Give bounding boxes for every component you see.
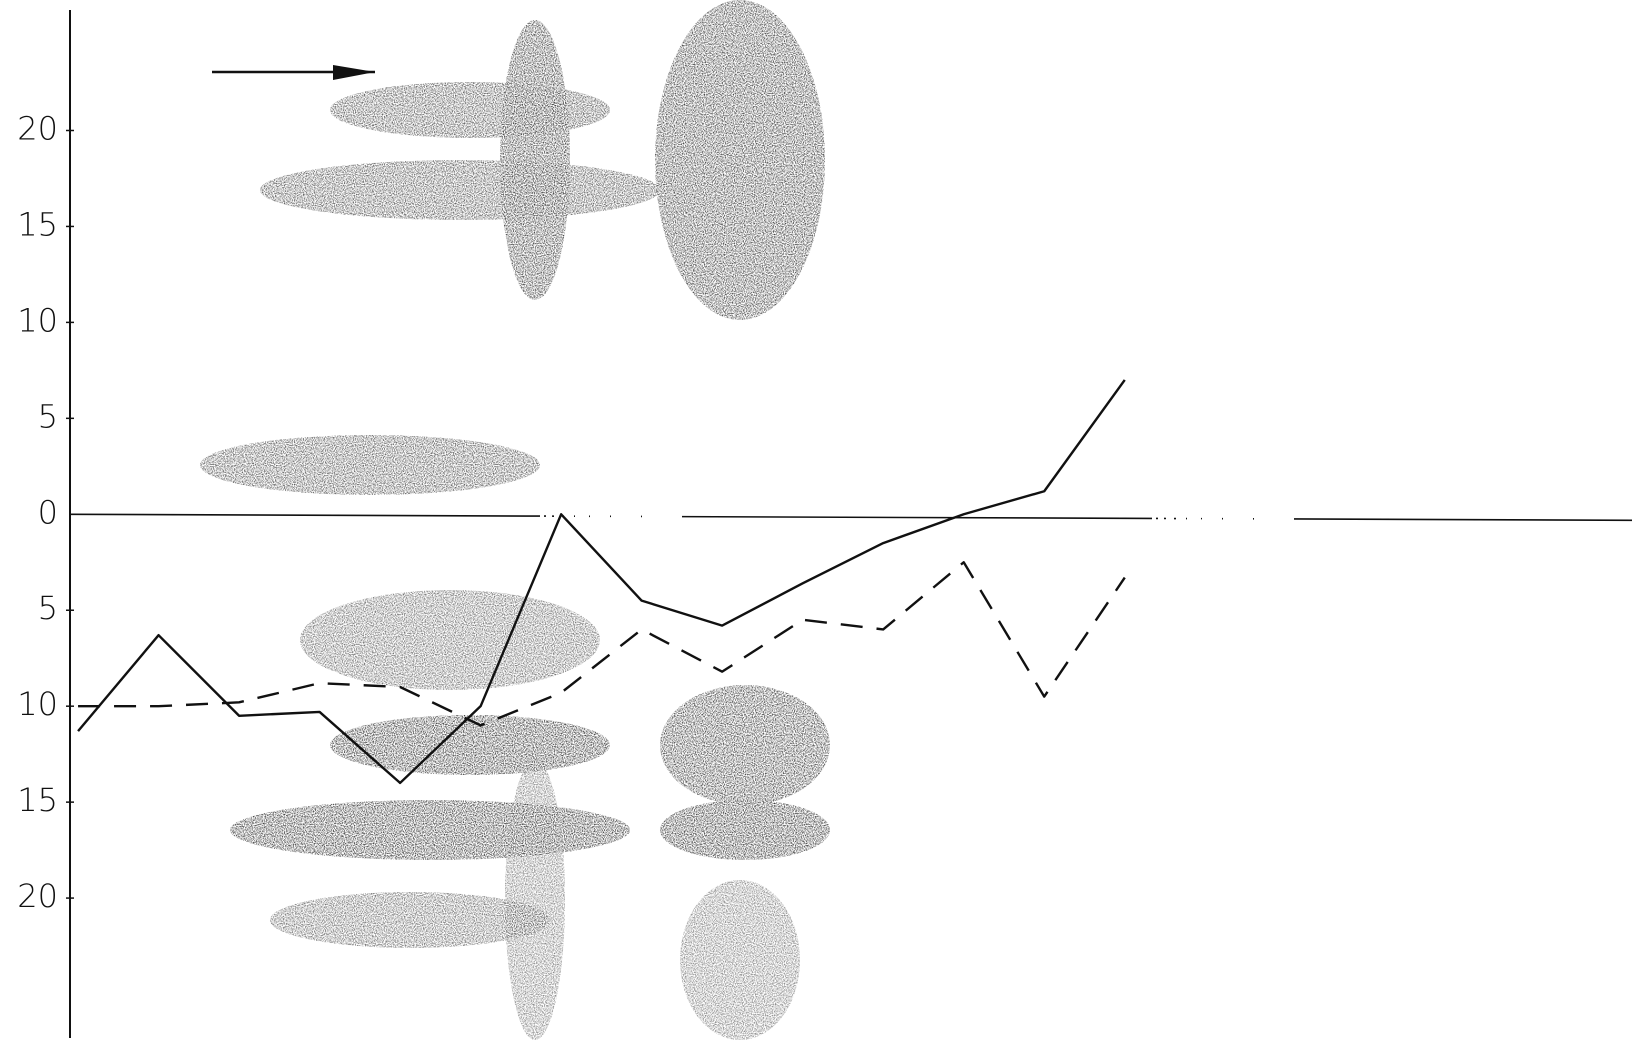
chart: 20 15 10 5 0 5 10 15 20	[0, 0, 1638, 1042]
y-tick-label: 5	[38, 397, 58, 435]
zero-line	[70, 514, 1632, 520]
y-tick-label: 20	[17, 877, 58, 915]
y-tick-label: 0	[38, 493, 58, 531]
y-tick-label: 5	[38, 589, 58, 627]
background-smear	[200, 0, 830, 1040]
y-tick-label: 15	[17, 205, 58, 243]
y-tick-label: 10	[17, 301, 58, 339]
y-tick-label: 10	[17, 685, 58, 723]
y-tick-label: 20	[17, 109, 58, 147]
dashed-line	[78, 562, 1125, 725]
direction-arrow	[212, 65, 375, 80]
page: {"chart_data": {"type": "line", "x": [0,…	[0, 0, 1638, 1042]
y-tick-label: 15	[17, 781, 58, 819]
solid-line	[78, 380, 1125, 783]
